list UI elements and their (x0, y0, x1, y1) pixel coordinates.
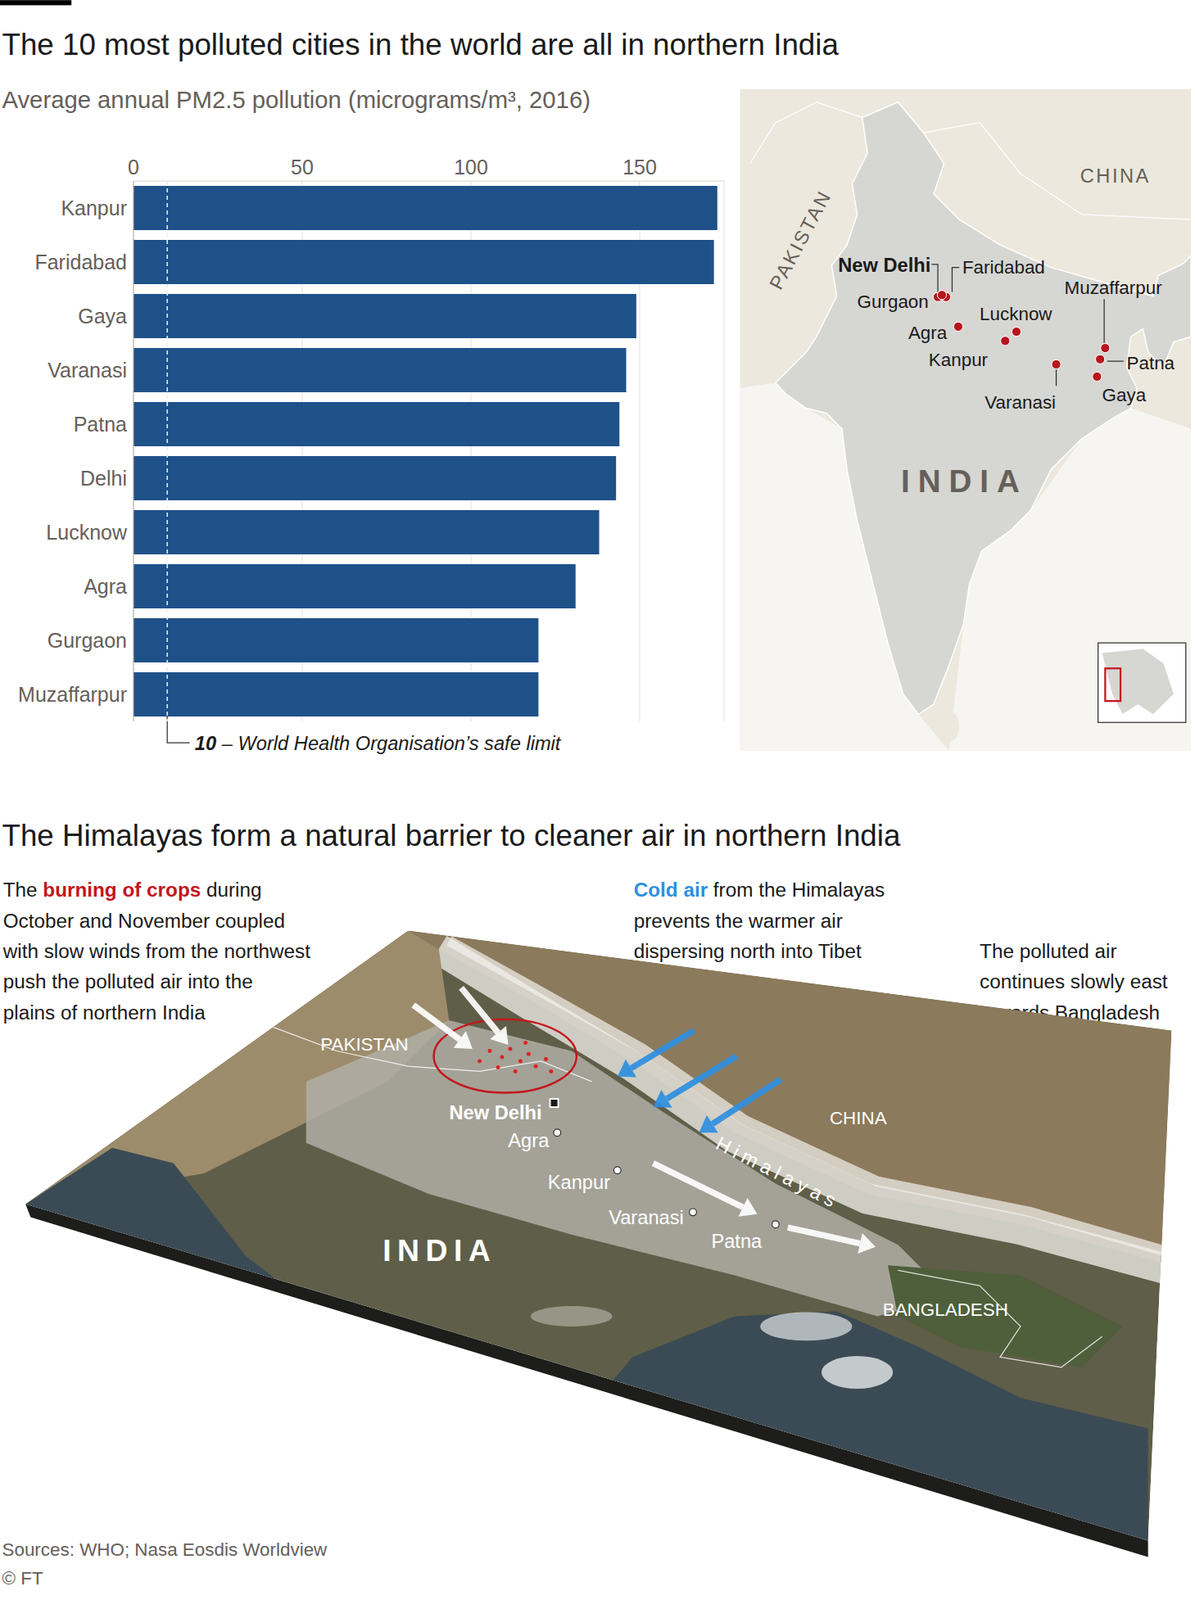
svg-text:The 10 most polluted cities in: The 10 most polluted cities in the world… (1, 27, 839, 62)
svg-text:PAKISTAN: PAKISTAN (764, 186, 836, 294)
svg-text:Agra: Agra (507, 1130, 550, 1152)
svg-text:CHINA: CHINA (1080, 165, 1151, 187)
svg-text:Gaya: Gaya (77, 304, 127, 328)
svg-text:Cold air from the Himalayaspre: Cold air from the Himalayasprevents the … (633, 878, 885, 963)
svg-text:Muzaffarpur: Muzaffarpur (1064, 277, 1164, 299)
svg-text:10 – World Health Organisation: 10 – World Health Organisation’s safe li… (194, 733, 562, 755)
svg-text:INDIA: INDIA (382, 1233, 497, 1268)
svg-text:New Delhi: New Delhi (449, 1102, 543, 1124)
svg-text:Gaya: Gaya (1102, 384, 1147, 406)
svg-text:Lucknow: Lucknow (45, 520, 128, 544)
svg-text:Patna: Patna (1127, 353, 1176, 374)
svg-text:Agra: Agra (908, 322, 948, 344)
svg-text:Patna: Patna (73, 412, 127, 436)
svg-text:Lucknow: Lucknow (979, 303, 1053, 325)
svg-text:PAKISTAN: PAKISTAN (320, 1035, 409, 1056)
svg-text:Kanpur: Kanpur (547, 1172, 611, 1194)
svg-text:The burning of crops duringOct: The burning of crops duringOctober and N… (2, 878, 311, 1024)
svg-text:Delhi: Delhi (80, 466, 127, 490)
svg-text:© FT: © FT (1, 1568, 43, 1589)
svg-text:Faridabad: Faridabad (34, 250, 127, 274)
svg-text:50: 50 (290, 155, 314, 179)
svg-text:Muzaffarpur: Muzaffarpur (18, 683, 127, 707)
html-text:continues slowly east: continues slowly east (979, 970, 1168, 994)
svg-text:0: 0 (127, 155, 140, 179)
svg-text:Varanasi: Varanasi (47, 358, 127, 382)
svg-text:Faridabad: Faridabad (962, 257, 1046, 278)
svg-text:Gurgaon: Gurgaon (857, 291, 929, 313)
svg-text:Gurgaon: Gurgaon (47, 629, 127, 652)
svg-text:Varanasi: Varanasi (608, 1207, 684, 1229)
svg-text:BANGLADESH: BANGLADESH (882, 1299, 1009, 1321)
svg-text:Kanpur: Kanpur (60, 196, 127, 220)
svg-text:Patna: Patna (710, 1231, 763, 1253)
svg-text:Average annual PM2.5 pollution: Average annual PM2.5 pollution (microgra… (1, 86, 590, 114)
svg-text:Kanpur: Kanpur (928, 349, 989, 371)
svg-text:100: 100 (453, 155, 489, 179)
html-text:towards Bangladesh: towards Bangladesh (979, 1001, 1160, 1024)
svg-text:Sources: WHO; Nasa Eosdis Worl: Sources: WHO; Nasa Eosdis Worldview (1, 1539, 328, 1561)
svg-text:INDIA: INDIA (900, 463, 1028, 499)
svg-text:CHINA: CHINA (829, 1108, 888, 1129)
svg-text:The Himalayas form a natural b: The Himalayas form a natural barrier to … (1, 819, 901, 853)
html-text:The polluted air: The polluted air (979, 940, 1117, 963)
svg-text:Varanasi: Varanasi (984, 392, 1056, 413)
svg-text:New Delhi: New Delhi (837, 254, 931, 277)
svg-text:150: 150 (622, 155, 657, 179)
svg-text:Agra: Agra (83, 574, 127, 598)
svg-text:Himalayas: Himalayas (712, 1132, 844, 1214)
